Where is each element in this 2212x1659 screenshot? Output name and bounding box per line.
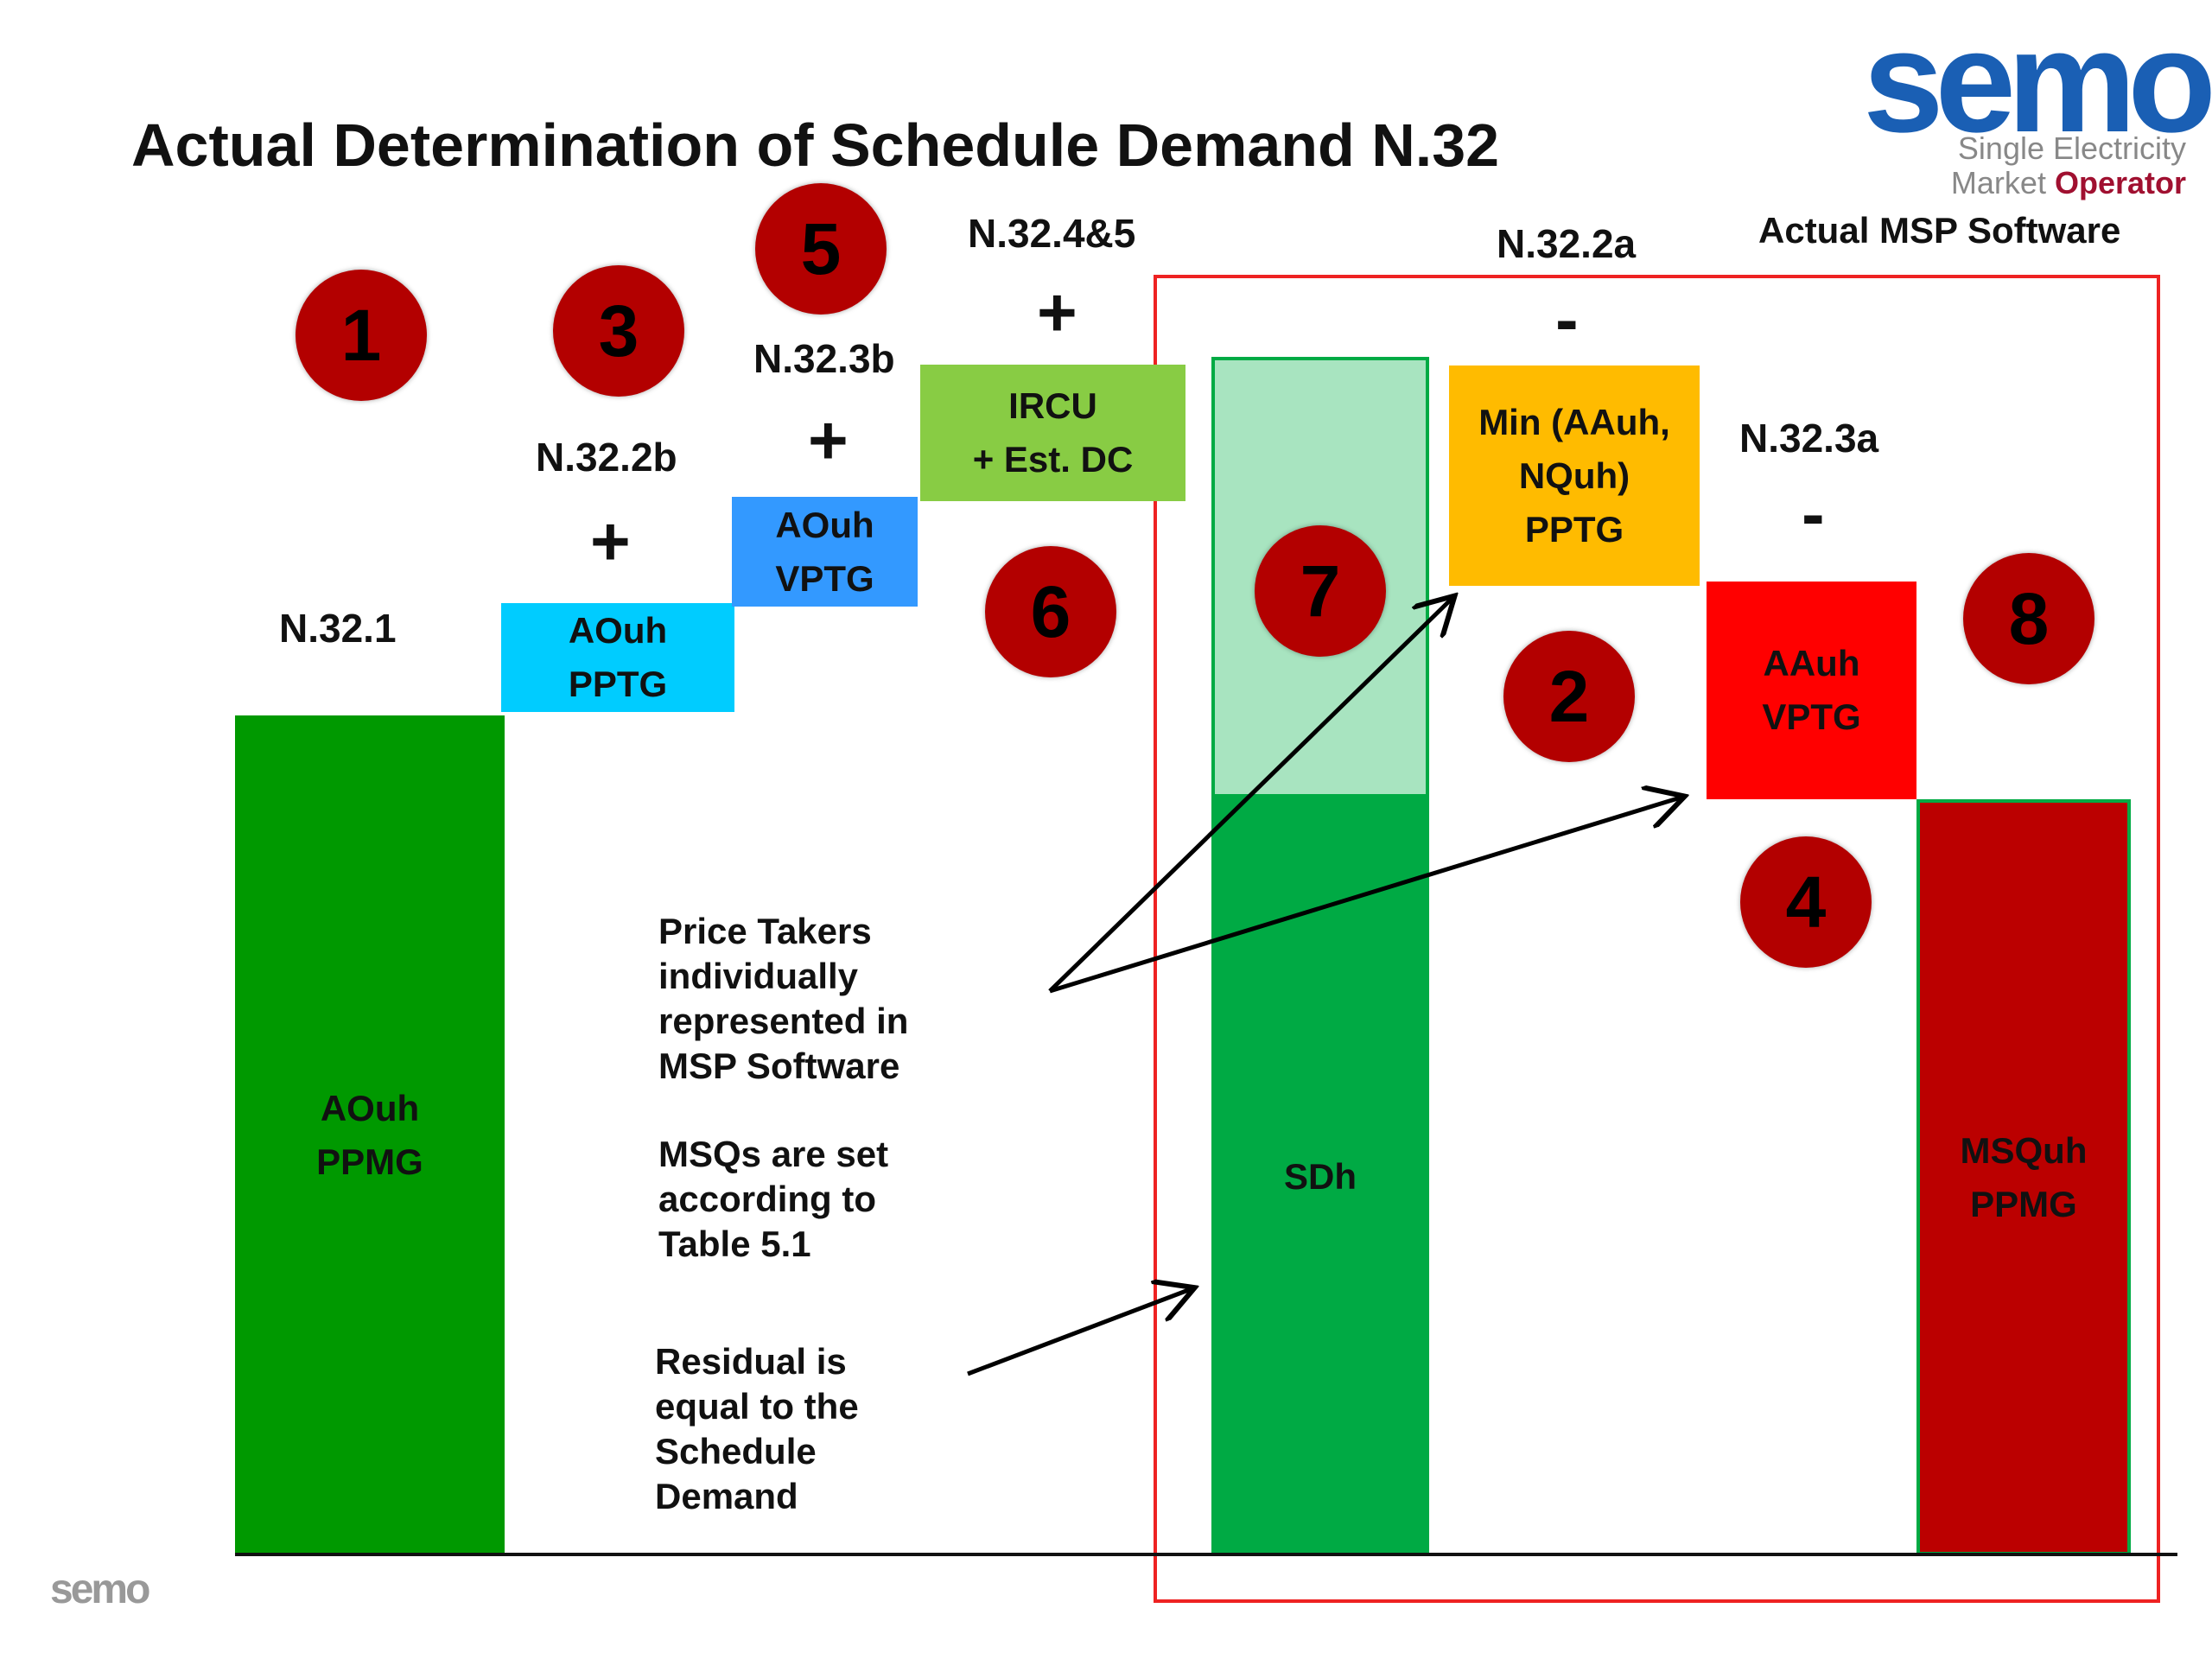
step-circle-4: 4: [1740, 836, 1872, 968]
step-circle-7: 7: [1255, 525, 1386, 657]
logo-line2-b: Operator: [2054, 165, 2186, 200]
box-msquh-ppmg-line1: MSQuh: [1960, 1129, 2088, 1171]
msp-software-region: [1154, 275, 2160, 1603]
step-circle-8: 8: [1963, 553, 2094, 684]
minus-sign-2: -: [1802, 475, 1825, 552]
box-aauh-vptg: AAuh VPTG: [1707, 582, 1916, 799]
box-aouh-ppmg-line2: PPMG: [316, 1141, 423, 1182]
note-residual-line: Residual is: [655, 1341, 847, 1382]
box-aauh-vptg-line2: VPTG: [1762, 696, 1861, 737]
box-ircu: IRCU + Est. DC: [920, 365, 1185, 501]
arrow-to-min-aauh: [1048, 599, 1452, 993]
label-n32-1: N.32.1: [279, 606, 397, 651]
plus-sign-3: +: [1037, 274, 1077, 351]
note-price-takers-line: represented in: [658, 1001, 909, 1041]
baseline: [235, 1553, 2177, 1556]
step-circle-2: 2: [1503, 631, 1635, 762]
note-residual-line: Schedule: [655, 1431, 817, 1471]
box-ircu-line2: + Est. DC: [972, 439, 1134, 480]
arrow-to-aauh-vptg: [1049, 798, 1681, 994]
note-price-takers-line: Price Takers: [658, 911, 872, 951]
box-aauh-vptg-line1: AAuh: [1763, 643, 1860, 683]
box-min-aauh: Min (AAuh, NQuh) PPTG: [1449, 365, 1700, 586]
note-msqs-line: MSQs are set: [658, 1134, 889, 1174]
box-msquh-ppmg-line2: PPMG: [1970, 1183, 2077, 1224]
box-aouh-ppmg: AOuh PPMG: [235, 715, 505, 1555]
footer-logo-text: semo: [50, 1567, 150, 1612]
note-residual-line: equal to the: [655, 1386, 859, 1427]
plus-sign-2: +: [808, 402, 849, 479]
box-sdh: SDh: [1211, 798, 1429, 1555]
box-aouh-vptg-line2: VPTG: [775, 557, 874, 599]
semo-logo: semo Single Electricity Market Operator: [1767, 9, 2212, 207]
label-n32-3a: N.32.3a: [1739, 416, 1879, 461]
note-residual: Residual is equal to the Schedule Demand: [655, 1339, 859, 1519]
step-circle-5: 5: [755, 183, 887, 315]
box-ircu-line1: IRCU: [1008, 385, 1097, 426]
label-n32-3b: N.32.3b: [753, 336, 895, 381]
footer-logo: semo: [50, 1566, 150, 1613]
step-circle-1: 1: [296, 270, 427, 401]
software-label: Actual MSP Software: [1758, 210, 2121, 251]
step-circle-6: 6: [985, 546, 1116, 677]
note-residual-line: Demand: [655, 1476, 798, 1516]
label-n32-2a: N.32.2a: [1497, 221, 1637, 266]
minus-sign-1: -: [1555, 281, 1579, 358]
note-msqs-line: Table 5.1: [658, 1224, 811, 1264]
box-sdh-label: SDh: [1284, 1155, 1357, 1197]
box-min-aauh-line1: Min (AAuh,: [1478, 401, 1670, 442]
step-circle-3: 3: [553, 265, 684, 397]
logo-line2: Market Operator: [1823, 166, 2186, 200]
logo-word: semo: [1767, 9, 2212, 154]
logo-line1: Single Electricity: [1957, 130, 2186, 166]
label-n32-2b: N.32.2b: [536, 435, 677, 480]
box-aouh-pptg-line1: AOuh: [568, 610, 668, 651]
box-aouh-pptg: AOuh PPTG: [501, 603, 734, 712]
page-title: Actual Determination of Schedule Demand …: [131, 111, 1500, 179]
logo-word-text: semo: [1863, 0, 2212, 162]
note-msqs: MSQs are set according to Table 5.1: [658, 1132, 888, 1267]
plus-sign-1: +: [590, 503, 631, 580]
box-aouh-ppmg-line1: AOuh: [320, 1088, 420, 1128]
note-price-takers: Price Takers individually represented in…: [658, 909, 908, 1089]
note-price-takers-line: individually: [658, 956, 859, 996]
box-aouh-pptg-line2: PPTG: [568, 664, 668, 704]
note-msqs-line: according to: [658, 1179, 877, 1219]
box-min-aauh-line2: NQuh): [1518, 454, 1630, 496]
logo-line2-a: Market: [1950, 165, 2055, 200]
box-min-aauh-line3: PPTG: [1524, 508, 1624, 550]
note-price-takers-line: MSP Software: [658, 1046, 900, 1086]
arrow-to-sdh: [967, 1289, 1191, 1376]
logo-subtitle: Single Electricity Market Operator: [1823, 131, 2186, 200]
box-aouh-vptg: AOuh VPTG: [732, 497, 918, 607]
box-aouh-vptg-line1: AOuh: [775, 504, 874, 545]
label-n32-4-5: N.32.4&5: [968, 211, 1136, 256]
